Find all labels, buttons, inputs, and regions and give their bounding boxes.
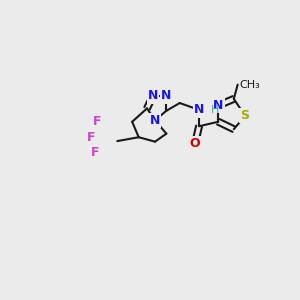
- Text: N: N: [213, 99, 224, 112]
- Text: O: O: [190, 137, 200, 150]
- Text: N: N: [194, 103, 204, 116]
- Text: F: F: [92, 115, 101, 128]
- Text: N: N: [148, 89, 158, 102]
- Text: CH₃: CH₃: [239, 80, 260, 90]
- Text: H: H: [211, 105, 219, 115]
- Text: N: N: [161, 89, 172, 102]
- Text: F: F: [86, 131, 95, 144]
- Text: F: F: [91, 146, 100, 160]
- Text: S: S: [241, 109, 250, 122]
- Text: N: N: [150, 114, 160, 127]
